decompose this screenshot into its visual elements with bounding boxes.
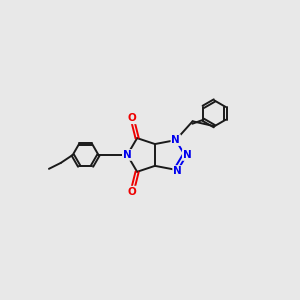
- Text: N: N: [183, 150, 191, 160]
- Text: N: N: [123, 150, 132, 160]
- Text: N: N: [171, 135, 180, 145]
- Text: O: O: [128, 187, 136, 196]
- Text: O: O: [128, 113, 136, 123]
- Text: N: N: [173, 166, 182, 176]
